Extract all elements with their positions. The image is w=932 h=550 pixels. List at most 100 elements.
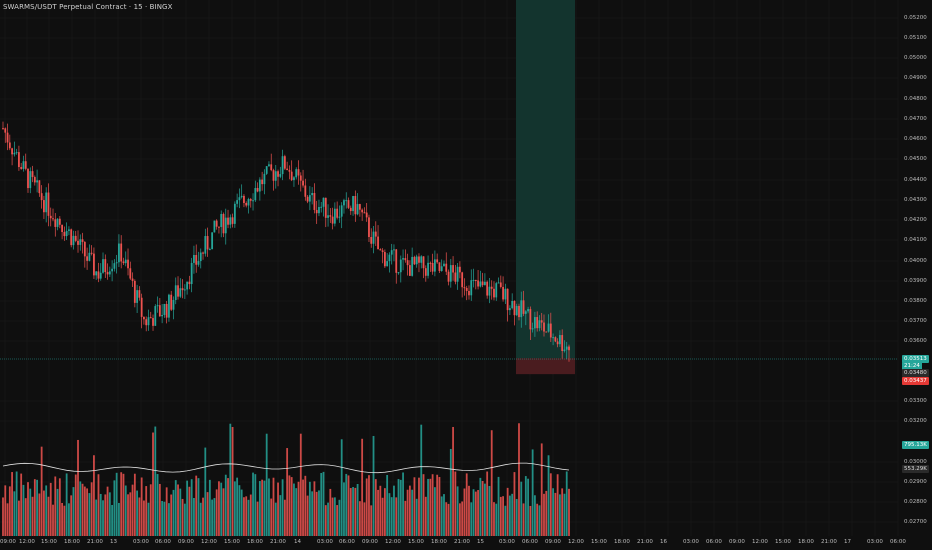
volume-bar	[470, 502, 473, 536]
candle-body	[138, 290, 141, 298]
candle-body	[322, 197, 325, 207]
candle-body	[324, 197, 327, 218]
volume-bar	[559, 494, 561, 536]
candle-body	[518, 305, 520, 318]
symbol-title[interactable]: SWARMS/USDT Perpetual Contract · 15 · BI…	[3, 3, 173, 11]
volume-bar	[293, 483, 295, 536]
price-tick-label: 0.05100	[904, 35, 927, 41]
candle-body	[283, 156, 286, 169]
volume-bar	[513, 472, 516, 536]
candle-body	[554, 337, 557, 342]
volume-bar	[324, 505, 327, 536]
candle-body	[383, 252, 386, 267]
time-tick-label: 21:00	[270, 539, 286, 545]
volume-bar	[45, 485, 48, 536]
candle-body	[472, 279, 475, 281]
volume-bar	[343, 482, 345, 536]
volume-bar	[515, 498, 518, 536]
candle-body	[265, 166, 268, 174]
candle-body	[249, 199, 252, 201]
time-tick-label: 21:00	[637, 539, 653, 545]
volume-bar	[411, 489, 414, 536]
price-axis[interactable]: 0.05200 0.05100 0.05000 0.04900 0.04800 0.047…	[898, 0, 932, 536]
candle-body	[429, 262, 432, 264]
candle-body	[438, 262, 441, 271]
price-tick-label: 0.03700	[904, 318, 927, 324]
volume-bar	[413, 477, 416, 536]
volume-bar	[177, 484, 179, 536]
candle-body	[411, 256, 414, 276]
candle-body	[404, 258, 407, 261]
candle-body	[333, 208, 336, 224]
time-tick-label: 21:00	[454, 539, 470, 545]
candle-body	[93, 253, 95, 276]
candle-body	[231, 217, 234, 224]
candle-body	[238, 197, 241, 201]
volume-bar	[508, 495, 511, 536]
volume-bar	[354, 487, 357, 536]
volume-bar	[183, 503, 186, 536]
volume-bar	[377, 489, 379, 536]
candle-body	[470, 280, 473, 296]
candle-body	[193, 254, 195, 263]
candle-body	[170, 294, 173, 310]
volume-bar	[206, 492, 209, 536]
price-tick-label: 0.03000	[904, 459, 927, 465]
volume-bar	[222, 488, 225, 536]
candle-body	[468, 290, 470, 296]
time-tick-label: 18:00	[247, 539, 263, 545]
candle-body	[20, 167, 23, 169]
candle-body	[247, 199, 250, 206]
candle-body	[131, 278, 134, 281]
candle-body	[161, 314, 164, 317]
volume-bar	[193, 497, 195, 536]
volume-bar	[383, 488, 386, 536]
candle-body	[118, 243, 120, 263]
volume-bar	[420, 424, 423, 536]
time-tick-label: 18:00	[798, 539, 814, 545]
candle-body	[70, 229, 73, 246]
candle-body	[552, 337, 554, 339]
volume-bar	[463, 488, 466, 536]
candle-body	[86, 256, 89, 261]
candle-body	[536, 317, 539, 329]
volume-bar	[552, 488, 554, 536]
candle-body	[336, 208, 339, 218]
volume-bar	[2, 497, 4, 536]
candle-body	[547, 323, 550, 332]
entry-price-badge: 0.03437	[902, 377, 929, 385]
volume-bar	[15, 471, 18, 536]
price-tick-label: 0.03200	[904, 418, 927, 424]
volume-bar	[165, 487, 168, 536]
volume-bar	[481, 480, 484, 536]
candle-body	[102, 259, 104, 273]
volume-bar	[81, 483, 84, 536]
price-tick-label: 0.04900	[904, 75, 927, 81]
candle-body	[540, 320, 543, 323]
volume-bar	[520, 481, 523, 536]
candle-body	[279, 174, 282, 177]
candle-body	[331, 216, 334, 224]
candle-body	[274, 171, 277, 181]
volume-bar	[506, 487, 509, 536]
volume-bar	[452, 426, 454, 536]
last-price-badge: 0.03513	[902, 355, 929, 363]
candle-body	[111, 268, 114, 272]
volume-bar	[129, 492, 132, 536]
candle-body	[106, 272, 109, 275]
volume-bar	[438, 477, 441, 536]
time-tick-label: 03:00	[867, 539, 883, 545]
time-tick-label: 06:00	[522, 539, 538, 545]
volume-bar	[63, 505, 66, 536]
volume-bar	[474, 491, 477, 536]
volume-bar	[140, 477, 143, 536]
candle-body	[372, 231, 375, 244]
candle-body	[313, 192, 316, 210]
candle-body	[36, 180, 38, 183]
volume-bar	[256, 501, 259, 536]
price-tick-label: 0.03300	[904, 398, 927, 404]
time-axis[interactable]: 09:00 12:00 15:00 18:00 21:00 13 03:00 06:00 09:…	[0, 536, 932, 550]
price-tick-label: 0.04700	[904, 116, 927, 122]
